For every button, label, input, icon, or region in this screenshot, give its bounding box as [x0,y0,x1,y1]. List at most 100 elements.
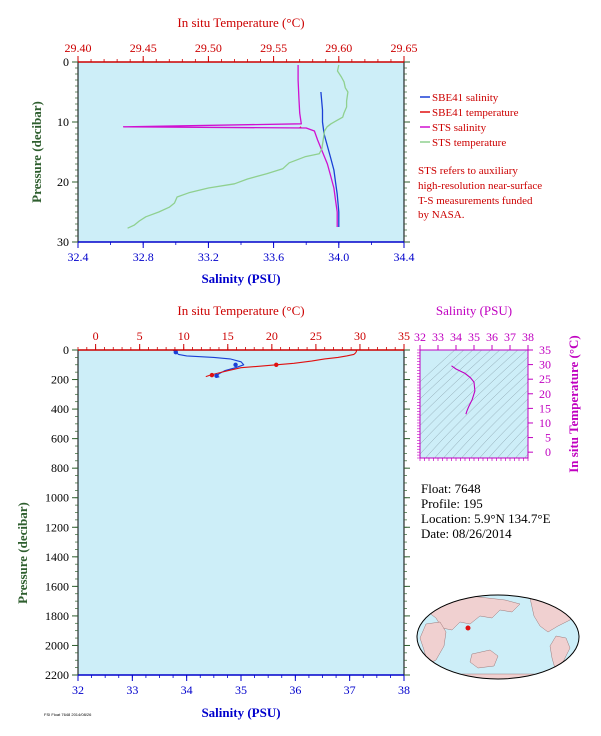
density-contour-line [420,350,492,417]
legend-label-sbe41-temperature: SBE41 temperature [432,107,519,119]
ts-salinity-tick-label: 35 [468,330,480,344]
full-profile-top-axis-title: In situ Temperature (°C) [177,303,304,318]
pressure-tick-label: 200 [51,373,69,387]
density-contour-line [515,444,528,458]
density-contour-line [479,407,528,458]
map-land-eurasia [427,595,521,631]
ts-temperature-tick-label: 10 [539,416,551,430]
salinity-tick-label: 32.8 [133,250,154,264]
near-surface-plot-area [78,62,404,242]
location: Location: 5.9°N 134.7°E [421,511,551,526]
density-contour-line [488,416,528,458]
salinity-tick-label: 36 [289,683,301,697]
full-profile-panel: 32 33 34 35 36 37 38 0 5 10 15 20 25 30 35 0 200 400 600 80… [15,303,410,720]
pressure-tick-label: 30 [57,235,69,249]
salinity-tick-label: 35 [235,683,247,697]
map-land-africa [419,621,447,665]
temperature-tick-label: 29.40 [65,41,92,55]
ts-salinity-tick-label: 32 [414,330,426,344]
salinity-tick-label: 38 [398,683,410,697]
salinity-tick-label: 33.6 [263,250,284,264]
near-surface-panel: 32.4 32.8 33.2 33.6 34.0 34.4 29.40 29.45 29.50 2… [29,15,418,286]
temperature-tick-label: 29.60 [325,41,352,55]
salinity-tick-label: 33.2 [198,250,219,264]
temperature-tick-label: 20 [266,329,278,343]
series-sts-temperature-line [127,64,349,229]
ts-salinity-tick-label: 37 [504,330,516,344]
pressure-tick-label: 600 [51,432,69,446]
ts-top-axis-title: Salinity (PSU) [436,303,512,318]
density-contour-line [452,381,528,458]
near-surface-y-axis-title: Pressure (decibar) [29,101,44,203]
pressure-tick-label: 2000 [45,638,69,652]
temperature-tick-label: 15 [222,329,234,343]
profile-number: Profile: 195 [421,496,483,511]
pressure-tick-label: 1800 [45,609,69,623]
ts-temperature-tick-label: 35 [539,343,551,357]
density-contour-line [525,340,601,468]
series-sts-salinity-line [122,65,338,227]
ts-curve-line [451,365,476,415]
map-outline [416,594,580,680]
pressure-tick-label: 1000 [45,491,69,505]
temperature-tick-label: 25 [310,329,322,343]
temperature-tick-label: 29.50 [195,41,222,55]
pressure-tick-label: 800 [51,461,69,475]
ts-salinity-tick-label: 38 [522,330,534,344]
sts-note-line-4: by NASA. [418,209,465,221]
temperature-tick-label: 29.45 [130,41,157,55]
sts-note-line-3: T-S measurements funded [418,195,533,207]
density-contour-line [461,390,528,458]
pressure-tick-label: 1400 [45,550,69,564]
full-profile-y-axis-title: Pressure (decibar) [15,502,30,604]
ts-plot-area [420,350,528,458]
pressure-tick-label: 10 [57,115,69,129]
pressure-tick-label: 0 [63,55,69,69]
ts-temperature-tick-label: 30 [539,358,551,372]
world-map [416,594,580,680]
sts-note-line-2: high-resolution near-surface [418,180,542,192]
ts-temperature-tick-label: 0 [545,445,551,459]
pressure-tick-label: 400 [51,402,69,416]
pressure-tick-label: 1600 [45,579,69,593]
salinity-tick-label: 32 [72,683,84,697]
pressure-tick-label: 20 [57,175,69,189]
footer-credit: FSI Float 7648 2014/08/26 [44,712,92,717]
density-contour-line [434,364,528,458]
density-contour-line [420,350,528,455]
ts-temperature-tick-label: 20 [539,387,551,401]
density-contour-line [420,350,483,408]
legend-label-sts-salinity: STS salinity [432,122,487,134]
ts-salinity-tick-label: 33 [432,330,444,344]
full-profile-plot-area [78,350,404,675]
date: Date: 08/26/2014 [421,526,512,541]
temperature-tick-label: 5 [137,329,143,343]
map-land-australia [469,649,499,669]
series-sbe41-salinity-line [320,91,340,227]
density-contours [420,340,601,468]
float-info: Float: 7648 Profile: 195 Location: 5.9°N… [421,481,551,541]
temperature-tick-label: 29.55 [260,41,287,55]
sts-note-line-1: STS refers to auxiliary [418,165,518,177]
density-contour-line [420,350,519,445]
legend-label-sbe41-salinity: SBE41 salinity [432,92,499,104]
salinity-sample-marker [173,350,178,355]
salinity-tick-label: 34.0 [328,250,349,264]
density-contour-line [470,398,528,458]
float-location-marker [465,625,471,631]
density-contour-line [420,350,510,436]
density-contour-line [497,425,528,458]
ts-y-axis-title: In situ Temperature (°C) [566,335,581,473]
ts-temperature-tick-label: 15 [539,401,551,415]
sts-note: STS refers to auxiliary high-resolution … [418,165,542,221]
temperature-tick-label: 35 [398,329,410,343]
salinity-tick-label: 34 [181,683,193,697]
salinity-tick-label: 37 [344,683,356,697]
ts-salinity-tick-label: 34 [450,330,462,344]
pressure-tick-label: 2200 [45,668,69,682]
density-contour-line [420,350,474,400]
legend-label-sts-temperature: STS temperature [432,137,506,149]
ts-salinity-tick-label: 36 [486,330,498,344]
